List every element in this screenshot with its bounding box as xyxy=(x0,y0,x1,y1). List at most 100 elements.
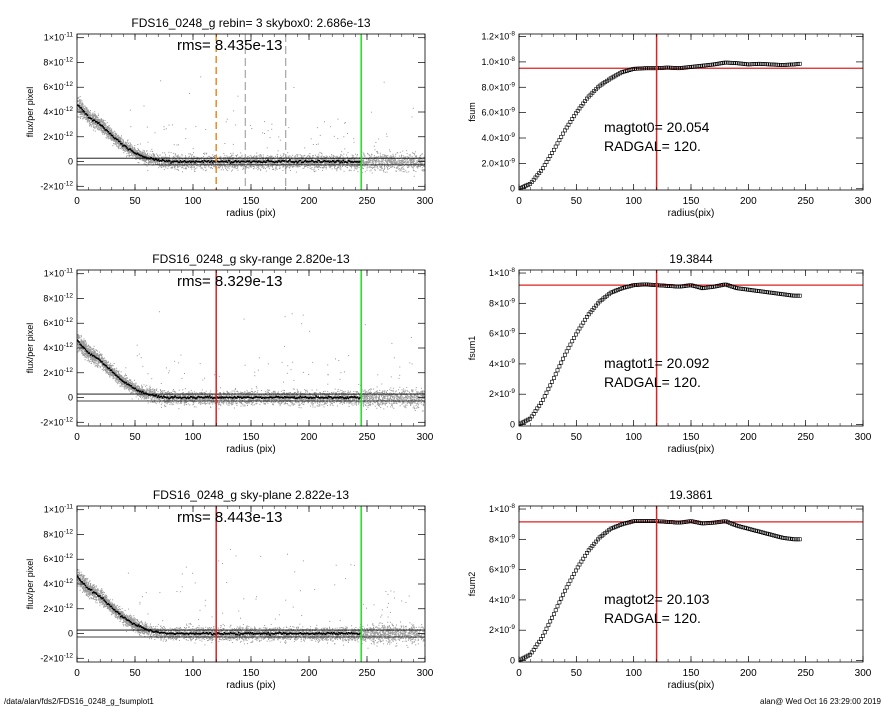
pixel-point xyxy=(413,175,415,177)
pixel-point xyxy=(146,150,148,152)
pixel-point xyxy=(89,121,90,123)
pixel-point xyxy=(116,141,118,143)
pixel-point xyxy=(414,154,416,156)
pixel-point xyxy=(322,167,324,169)
pixel-point xyxy=(350,159,352,161)
pixel-point xyxy=(188,159,190,161)
pixel-point xyxy=(187,163,189,165)
pixel-point xyxy=(412,153,414,154)
pixel-point xyxy=(152,154,154,156)
pixel-point xyxy=(129,145,131,147)
pixel-point xyxy=(99,126,101,128)
pixel-point xyxy=(83,117,85,118)
pixel-point xyxy=(296,165,298,167)
pixel-point xyxy=(205,167,207,169)
pixel-point xyxy=(221,166,223,168)
pixel-point xyxy=(168,157,170,159)
pixel-point xyxy=(260,160,262,162)
pixel-point xyxy=(188,155,190,157)
pixel-point xyxy=(163,163,165,165)
pixel-point xyxy=(326,155,328,157)
pixel-point xyxy=(393,156,395,158)
pixel-point xyxy=(413,170,415,172)
pixel-point xyxy=(349,165,351,167)
pixel-point xyxy=(304,161,306,163)
pixel-point xyxy=(181,160,183,162)
pixel-point xyxy=(104,133,105,135)
pixel-point xyxy=(377,151,379,153)
pixel-point xyxy=(402,150,404,152)
pixel-point xyxy=(324,164,326,166)
pixel-point xyxy=(334,165,336,167)
pixel-point xyxy=(340,169,342,171)
pixel-point xyxy=(296,158,298,160)
pixel-point xyxy=(171,163,173,165)
pixel-point xyxy=(220,165,222,167)
pixel-point xyxy=(167,162,169,164)
pixel-point xyxy=(191,158,193,160)
pixel-point xyxy=(107,128,109,130)
pixel-point xyxy=(137,150,139,152)
pixel-point xyxy=(371,162,373,164)
pixel-point xyxy=(124,142,126,144)
pixel-point xyxy=(257,169,259,171)
pixel-point xyxy=(250,155,252,157)
pixel-point xyxy=(94,122,95,124)
pixel-point xyxy=(243,165,245,167)
pixel-point xyxy=(106,122,108,124)
pixel-point xyxy=(268,162,270,164)
pixel-point xyxy=(375,162,377,164)
pixel-point xyxy=(162,156,164,158)
pixel-point xyxy=(379,154,381,156)
pixel-point xyxy=(188,163,190,165)
pixel-point xyxy=(221,163,223,165)
pixel-point xyxy=(297,159,299,161)
pixel-point xyxy=(243,159,245,161)
pixel-point xyxy=(181,162,183,164)
pixel-point xyxy=(323,166,325,168)
pixel-point xyxy=(267,158,269,160)
pixel-point xyxy=(223,156,225,158)
pixel-point xyxy=(385,156,387,158)
pixel-point xyxy=(159,164,161,166)
pixel-point xyxy=(319,162,321,164)
pixel-point xyxy=(318,165,320,167)
pixel-point xyxy=(89,110,91,111)
pixel-point xyxy=(130,145,131,147)
pixel-point xyxy=(82,103,84,105)
pixel-point xyxy=(113,135,115,137)
pixel-point xyxy=(122,142,124,143)
pixel-point xyxy=(380,156,382,158)
pixel-point xyxy=(96,119,98,121)
pixel-point xyxy=(93,115,95,117)
pixel-point xyxy=(129,152,130,154)
pixel-point xyxy=(295,164,297,166)
pixel-point xyxy=(418,163,420,165)
pixel-point xyxy=(340,167,342,169)
pixel-point xyxy=(377,157,379,158)
pixel-point xyxy=(170,164,172,166)
pixel-point xyxy=(399,162,401,164)
pixel-point xyxy=(257,160,258,162)
pixel-point xyxy=(269,159,271,161)
pixel-point xyxy=(364,165,366,167)
pixel-point xyxy=(131,152,133,154)
pixel-point xyxy=(151,155,153,157)
pixel-point xyxy=(122,148,124,149)
pixel-point xyxy=(131,145,133,147)
pixel-point xyxy=(322,169,324,171)
pixel-point xyxy=(87,119,88,121)
pixel-point xyxy=(240,152,242,154)
pixel-point xyxy=(152,163,154,165)
pixel-point xyxy=(369,166,371,167)
pixel-point xyxy=(256,163,257,164)
pixel-point xyxy=(159,165,161,167)
pixel-point xyxy=(232,162,234,164)
pixel-point xyxy=(91,114,93,116)
pixel-point xyxy=(310,158,312,160)
pixel-point xyxy=(91,115,93,117)
pixel-point xyxy=(219,158,221,160)
pixel-point xyxy=(86,116,88,118)
pixel-point xyxy=(385,160,387,162)
pixel-point xyxy=(402,161,404,163)
